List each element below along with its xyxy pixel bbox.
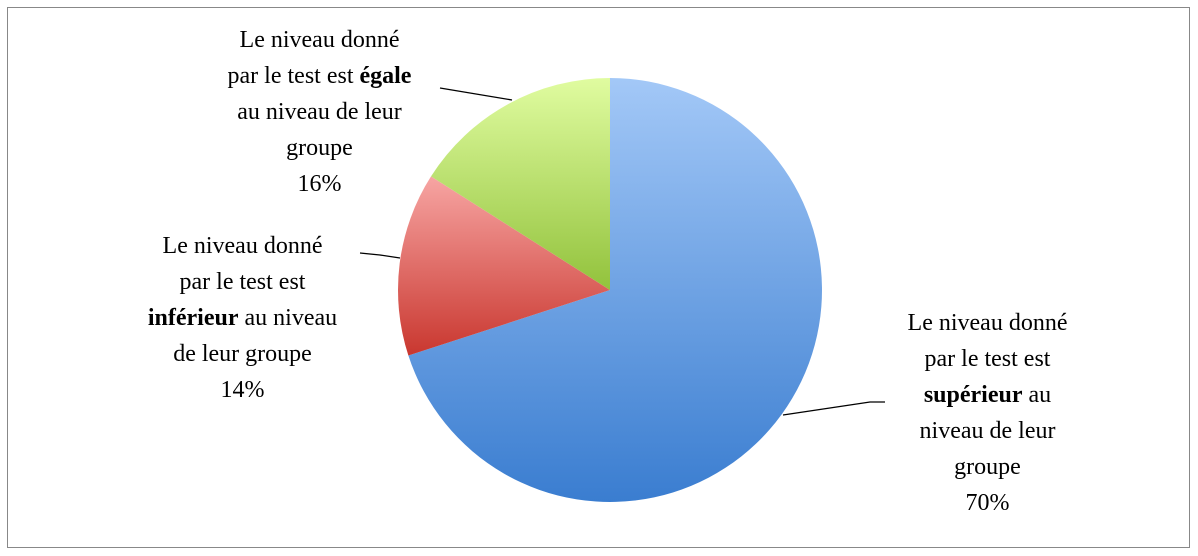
slice-label: Le niveau donné par le test est inférieu… [145, 228, 340, 408]
slice-label: Le niveau donné par le test est supérieu… [890, 305, 1085, 521]
category-text: au niveau de leur groupe [173, 305, 338, 367]
category-label: Le niveau donné par le test est inférieu… [145, 228, 340, 372]
category-text: au niveau de leur groupe [237, 99, 402, 161]
category-text: au niveau de leur groupe [919, 382, 1056, 480]
category-text: Le niveau donné par le test est [907, 310, 1068, 372]
value-label: 16% [297, 171, 342, 197]
category-emphasis: égale [359, 63, 412, 89]
pie-slice [408, 78, 822, 503]
category-label: Le niveau donné par le test est supérieu… [890, 305, 1085, 485]
category-emphasis: inférieur [147, 305, 239, 331]
pie-slice [431, 78, 610, 290]
category-text: Le niveau donné par le test est [162, 233, 323, 295]
leader-line [359, 252, 401, 259]
leader-line [782, 401, 885, 416]
category-text: Le niveau donné par le test est [227, 27, 400, 89]
category-label: Le niveau donné par le test est égale au… [222, 22, 417, 166]
slice-label: Le niveau donné par le test est égale au… [222, 22, 417, 202]
pie-slice [398, 176, 610, 356]
leader-line [439, 87, 513, 101]
category-emphasis: supérieur [923, 382, 1023, 408]
value-label: 14% [220, 377, 265, 403]
value-label: 70% [965, 490, 1010, 516]
